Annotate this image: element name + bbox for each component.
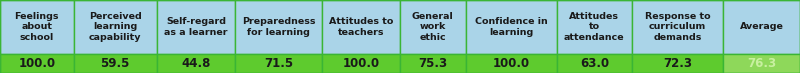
Text: Attitudes
to
attendance: Attitudes to attendance <box>564 12 625 42</box>
Text: 72.3: 72.3 <box>663 57 692 70</box>
Bar <box>557 0 632 54</box>
Bar <box>632 0 723 54</box>
Text: 100.0: 100.0 <box>18 57 55 70</box>
Bar <box>466 0 557 54</box>
Text: Feelings
about
school: Feelings about school <box>14 12 59 42</box>
Bar <box>74 0 157 54</box>
Text: Perceived
learning
capability: Perceived learning capability <box>89 12 142 42</box>
Bar <box>723 54 800 73</box>
Text: 63.0: 63.0 <box>580 57 609 70</box>
Bar <box>157 0 235 54</box>
Bar <box>74 54 157 73</box>
Bar <box>157 54 235 73</box>
Text: 75.3: 75.3 <box>418 57 447 70</box>
Bar <box>235 54 322 73</box>
Bar <box>466 54 557 73</box>
Bar <box>235 0 322 54</box>
Text: Response to
curriculum
demands: Response to curriculum demands <box>645 12 710 42</box>
Text: 76.3: 76.3 <box>747 57 776 70</box>
Text: 100.0: 100.0 <box>493 57 530 70</box>
Text: 44.8: 44.8 <box>182 57 210 70</box>
Bar <box>322 54 400 73</box>
Bar <box>632 54 723 73</box>
Text: Self-regard
as a learner: Self-regard as a learner <box>164 17 228 36</box>
Text: Confidence in
learning: Confidence in learning <box>475 17 547 36</box>
Text: Attitudes to
teachers: Attitudes to teachers <box>329 17 393 36</box>
Bar <box>400 54 466 73</box>
Text: 59.5: 59.5 <box>101 57 130 70</box>
Text: 100.0: 100.0 <box>342 57 379 70</box>
Text: General
work
ethic: General work ethic <box>412 12 454 42</box>
Text: Preparedness
for learning: Preparedness for learning <box>242 17 315 36</box>
Bar <box>400 0 466 54</box>
Text: 71.5: 71.5 <box>264 57 293 70</box>
Bar <box>0 0 74 54</box>
Text: Average: Average <box>740 22 783 31</box>
Bar <box>322 0 400 54</box>
Bar <box>723 0 800 54</box>
Bar <box>0 54 74 73</box>
Bar <box>557 54 632 73</box>
